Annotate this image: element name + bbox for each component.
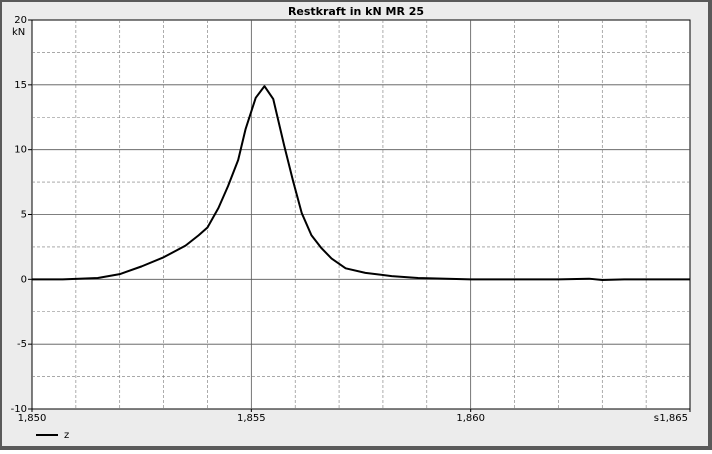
x-tick-label: 1,850 (18, 413, 47, 424)
y-tick-label: -5 (17, 339, 27, 350)
y-unit: kN (12, 27, 25, 38)
y-tick-label: 0 (21, 274, 27, 285)
legend-label: z (64, 430, 69, 441)
x-tick-label: 1,855 (237, 413, 266, 424)
y-tick-label: 20 (14, 15, 27, 26)
x-tick-label: 1,865 (659, 413, 688, 424)
y-tick-label: 15 (14, 80, 27, 91)
marks (32, 85, 690, 281)
grid (28, 19, 691, 412)
y-tick-label: 10 (14, 145, 27, 156)
x-tick-label: 1,860 (456, 413, 485, 424)
y-tick-label: -10 (11, 404, 27, 415)
y-tick-label: 5 (21, 210, 27, 221)
x-unit: s (654, 413, 659, 424)
chart-title: Restkraft in kN MR 25 (288, 5, 424, 18)
line (32, 85, 690, 281)
